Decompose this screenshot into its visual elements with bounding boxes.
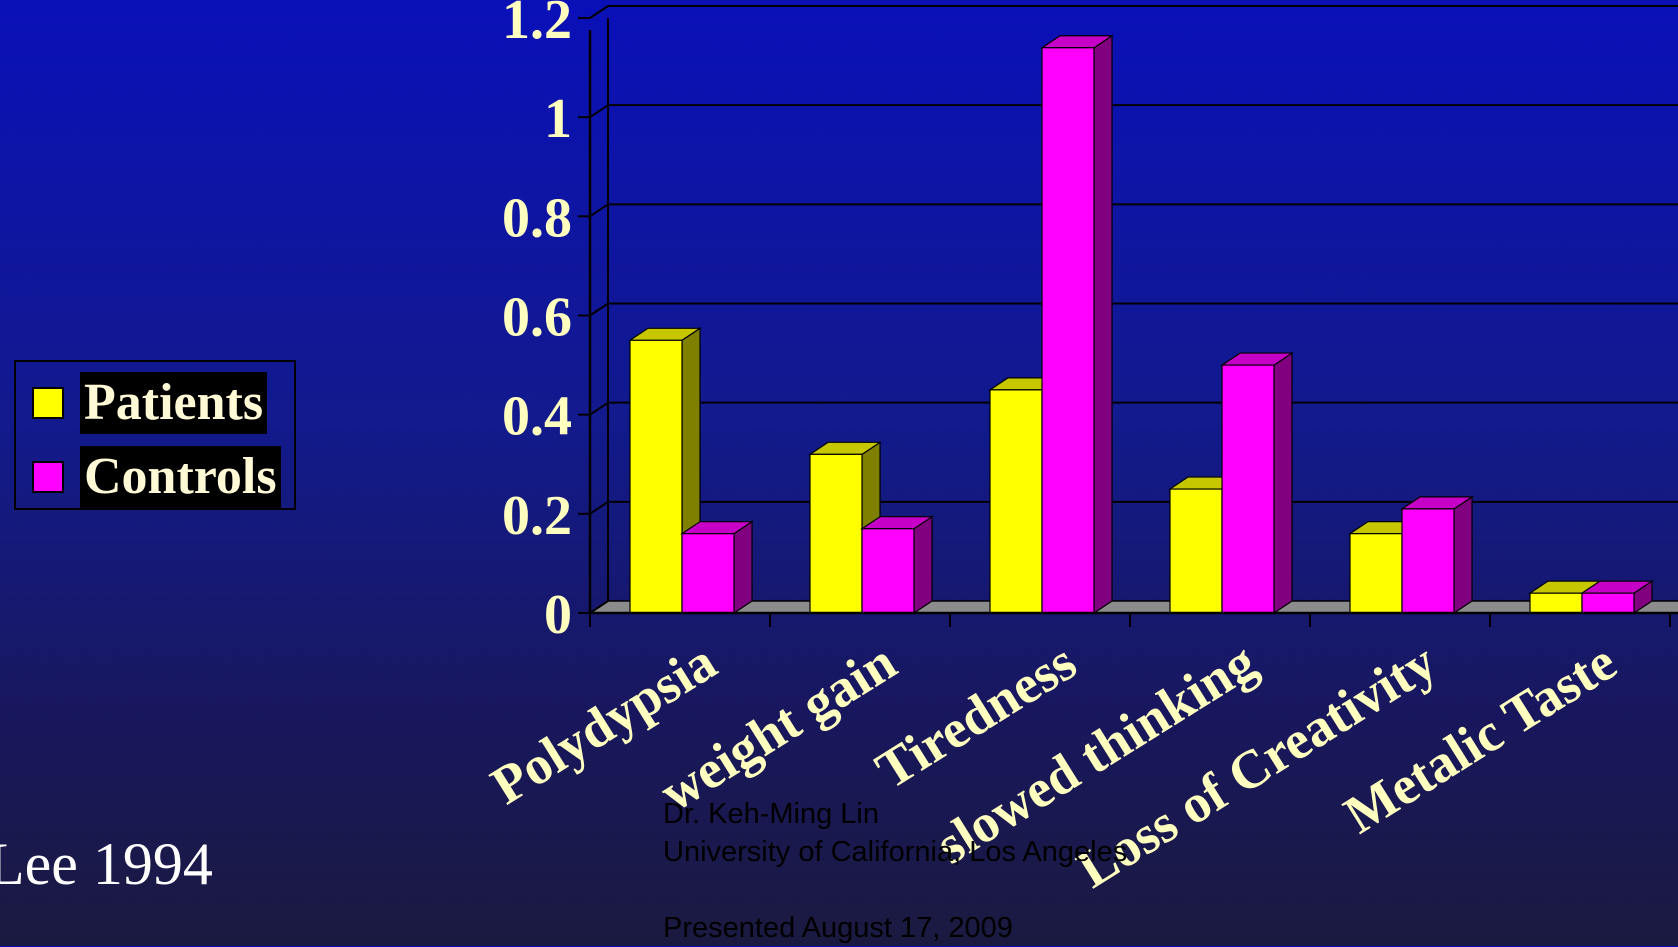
- y-tick-diag: [589, 501, 609, 515]
- chart-legend: Patients Controls: [14, 360, 296, 510]
- citation-text: Lee 1994: [0, 831, 213, 897]
- y-tick-label: 1.2: [502, 0, 572, 51]
- grid-layer: [587, 5, 1678, 614]
- bar-controls-0: [680, 520, 754, 615]
- bar-front: [1041, 47, 1095, 614]
- legend-item-patients: Patients: [32, 372, 268, 434]
- legend-label-patients: Patients: [80, 372, 268, 434]
- bar-front: [1169, 488, 1223, 614]
- watermark-line-2: University of California, Los Angeles: [663, 836, 1128, 868]
- y-tick-label: 0: [544, 584, 572, 646]
- y-tick-label: 0.4: [502, 386, 572, 448]
- bar-front: [989, 389, 1043, 614]
- bar-controls-3: [1220, 351, 1294, 615]
- bar-side: [1453, 495, 1473, 615]
- y-tick-diag: [589, 401, 609, 416]
- y-tick-diag: [589, 600, 609, 614]
- watermark-line-1: Dr. Keh-Ming Lin: [663, 798, 879, 830]
- bar-front: [1401, 508, 1455, 614]
- legend-swatch-controls: [32, 461, 64, 493]
- axis-layer: [578, 5, 1678, 627]
- watermark-line-3: [663, 871, 1127, 909]
- y-tick-label: 0.2: [502, 485, 572, 547]
- bar-side: [733, 520, 753, 615]
- bars-layer: [628, 34, 1654, 615]
- y-tick-diag: [589, 203, 609, 218]
- bar-front: [629, 339, 683, 614]
- bar-front: [1349, 533, 1403, 614]
- bar-front: [1221, 364, 1275, 614]
- bar-front: [1581, 592, 1635, 614]
- y-tick-label: 0.8: [502, 187, 572, 249]
- bar-patients-0: [628, 327, 702, 615]
- bar-front: [681, 533, 735, 614]
- bar-side: [1273, 351, 1293, 615]
- legend-item-controls: Controls: [32, 446, 281, 508]
- bar-side: [913, 515, 933, 615]
- legend-swatch-patients: [32, 387, 64, 419]
- bar-controls-5: [1580, 580, 1654, 615]
- y-tick-diag: [589, 104, 609, 118]
- bar-controls-2: [1040, 34, 1114, 615]
- bar-controls-1: [860, 515, 934, 615]
- legend-label-controls: Controls: [80, 446, 281, 508]
- watermark-line-4: Presented August 17, 2009: [663, 912, 1013, 944]
- bar-front: [861, 528, 915, 614]
- y-tick-label: 1: [544, 88, 572, 150]
- y-tick-diag: [589, 302, 609, 317]
- bar-front: [809, 453, 863, 614]
- presenter-watermark: Dr. Keh-Ming Lin University of Californi…: [663, 795, 1127, 947]
- bar-side: [1093, 34, 1113, 615]
- bar-front: [1529, 592, 1583, 614]
- chart-floor: [587, 600, 1678, 614]
- y-tick-diag: [589, 5, 609, 19]
- y-tick-label: 0.6: [502, 287, 572, 349]
- bar-controls-4: [1400, 495, 1474, 615]
